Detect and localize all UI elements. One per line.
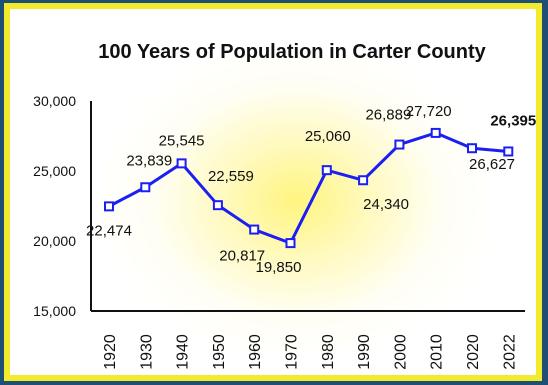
y-tick-label: 20,000 [33,233,76,249]
data-label: 26,627 [469,156,515,173]
x-tick-label: 2000 [392,334,409,370]
y-tick-label: 15,000 [33,303,76,319]
data-label: 22,474 [86,222,132,239]
data-label: 23,839 [126,152,172,169]
data-label: 25,545 [159,132,205,149]
data-point-marker [285,238,296,249]
data-label: 26,395 [490,112,536,129]
data-label: 26,889 [365,107,411,124]
data-label: 27,720 [406,103,452,120]
x-tick-label: 2022 [501,334,518,370]
data-point-marker [467,143,477,154]
line-segment [216,203,256,232]
x-tick-label: 1920 [102,334,119,370]
data-point-marker [140,182,151,193]
x-axis-ticks: 1920 1930 1940 1950 1960 1970 1980 1990 2000 2010… [102,334,518,370]
line-segment [180,161,220,207]
y-tick-label: 25,000 [33,163,76,179]
data-point-marker [249,224,260,235]
data-point-marker [212,200,223,211]
y-tick-label: 30,000 [33,93,76,109]
line-segment [252,228,292,245]
x-tick-label: 2010 [429,334,446,370]
x-tick-label: 1930 [138,334,155,370]
data-point-marker [321,165,332,176]
x-tick-label: 1940 [175,334,192,370]
data-point-marker [394,139,405,150]
data-point-marker [176,158,187,169]
line-segment [397,131,438,147]
line-segment [470,146,510,153]
x-tick-label: 1950 [211,334,228,370]
data-point-marker [104,201,114,212]
data-label: 24,340 [363,196,409,213]
line-segment [434,131,474,150]
y-axis-ticks: 15,000 20,000 25,000 30,000 [33,93,76,319]
population-series [104,127,514,249]
data-label: 22,559 [208,168,254,185]
data-point-marker [430,127,441,138]
line-segment [289,168,329,245]
line-segment [143,161,184,189]
x-tick-label: 1990 [356,334,373,370]
x-tick-label: 1970 [284,334,301,370]
data-label: 19,850 [256,259,302,276]
data-point-marker [503,146,514,157]
data-label: 20,817 [219,248,265,265]
x-tick-label: 1960 [247,334,264,370]
line-segment [325,168,365,182]
line-segment [107,185,147,208]
x-tick-label: 1980 [320,334,337,370]
chart-title: 100 Years of Population in Carter County [98,41,486,63]
x-tick-label: 2020 [465,334,482,370]
data-point-marker [358,175,369,186]
data-label: 25,060 [305,128,351,145]
line-segment [361,143,401,182]
